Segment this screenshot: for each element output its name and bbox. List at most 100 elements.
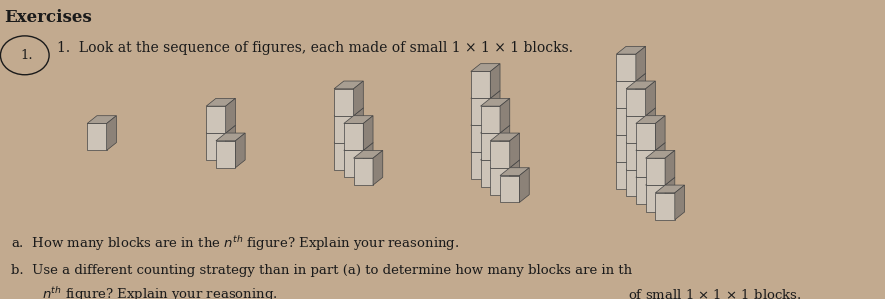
Polygon shape [616,46,646,54]
Polygon shape [471,91,500,98]
Polygon shape [636,150,656,177]
Polygon shape [343,123,364,150]
Polygon shape [373,150,382,185]
Polygon shape [490,133,519,141]
Polygon shape [481,133,500,160]
Polygon shape [216,141,235,168]
Polygon shape [335,116,354,143]
Polygon shape [216,133,245,141]
Polygon shape [206,98,235,106]
Polygon shape [106,116,117,150]
Polygon shape [616,81,636,108]
Polygon shape [636,143,666,150]
Polygon shape [636,177,656,204]
Polygon shape [500,125,510,160]
Polygon shape [471,64,500,71]
Polygon shape [490,144,500,179]
Polygon shape [481,152,510,160]
Polygon shape [490,160,519,168]
Polygon shape [335,108,364,116]
Polygon shape [636,123,656,150]
Polygon shape [490,64,500,98]
Polygon shape [500,176,519,202]
Polygon shape [490,91,500,125]
Polygon shape [616,162,636,189]
Polygon shape [335,143,354,170]
Polygon shape [656,116,666,150]
Polygon shape [481,106,500,133]
Polygon shape [616,100,646,108]
Polygon shape [646,108,656,143]
Polygon shape [655,193,675,220]
Polygon shape [490,141,510,168]
Polygon shape [645,150,675,158]
Polygon shape [500,168,529,176]
Polygon shape [519,168,529,202]
Polygon shape [364,116,373,150]
Polygon shape [636,73,646,108]
Polygon shape [206,133,226,160]
Text: of small 1 $\times$ 1 $\times$ 1 blocks.: of small 1 $\times$ 1 $\times$ 1 blocks. [628,288,802,299]
Polygon shape [353,150,382,158]
Polygon shape [335,81,364,89]
Polygon shape [335,135,364,143]
Polygon shape [627,108,656,116]
Polygon shape [636,100,646,135]
Polygon shape [616,73,646,81]
Polygon shape [627,162,656,170]
Text: a.  How many blocks are in the $n^{th}$ figure? Explain your reasoning.: a. How many blocks are in the $n^{th}$ f… [11,234,459,253]
Polygon shape [353,158,373,185]
Polygon shape [471,152,490,179]
Polygon shape [206,125,235,133]
Polygon shape [343,143,373,150]
Polygon shape [636,116,666,123]
Polygon shape [646,135,656,170]
Polygon shape [616,135,636,162]
Polygon shape [490,168,510,195]
Text: $n^{th}$ figure? Explain your reasoning.: $n^{th}$ figure? Explain your reasoning. [42,285,277,299]
Polygon shape [510,133,519,168]
Polygon shape [87,116,117,123]
Polygon shape [636,154,646,189]
Polygon shape [364,143,373,177]
Text: 1.: 1. [20,49,33,62]
Polygon shape [627,135,656,143]
Polygon shape [471,118,500,125]
Polygon shape [226,125,235,160]
Polygon shape [354,81,364,116]
Polygon shape [471,98,490,125]
Polygon shape [481,160,500,187]
Polygon shape [226,98,235,133]
Polygon shape [616,108,636,135]
Polygon shape [481,125,510,133]
Text: 1.  Look at the sequence of figures, each made of small 1 × 1 × 1 blocks.: 1. Look at the sequence of figures, each… [57,41,573,55]
Polygon shape [646,81,656,116]
Polygon shape [655,185,685,193]
Polygon shape [471,125,490,152]
Polygon shape [636,127,646,162]
Polygon shape [335,89,354,116]
Polygon shape [636,46,646,81]
Polygon shape [646,162,656,196]
Polygon shape [616,127,646,135]
Polygon shape [627,89,646,116]
Polygon shape [656,170,666,204]
Polygon shape [490,118,500,152]
Polygon shape [354,108,364,143]
Polygon shape [675,185,685,220]
Polygon shape [235,133,245,168]
Polygon shape [354,135,364,170]
Polygon shape [500,98,510,133]
Polygon shape [645,158,666,185]
Polygon shape [481,98,510,106]
Polygon shape [666,150,675,185]
Polygon shape [666,177,675,212]
Polygon shape [616,154,646,162]
Polygon shape [87,123,106,150]
Polygon shape [627,81,656,89]
Text: b.  Use a different counting strategy than in part (a) to determine how many blo: b. Use a different counting strategy tha… [11,264,632,277]
Polygon shape [645,185,666,212]
Polygon shape [471,144,500,152]
Polygon shape [616,54,636,81]
Polygon shape [636,170,666,177]
